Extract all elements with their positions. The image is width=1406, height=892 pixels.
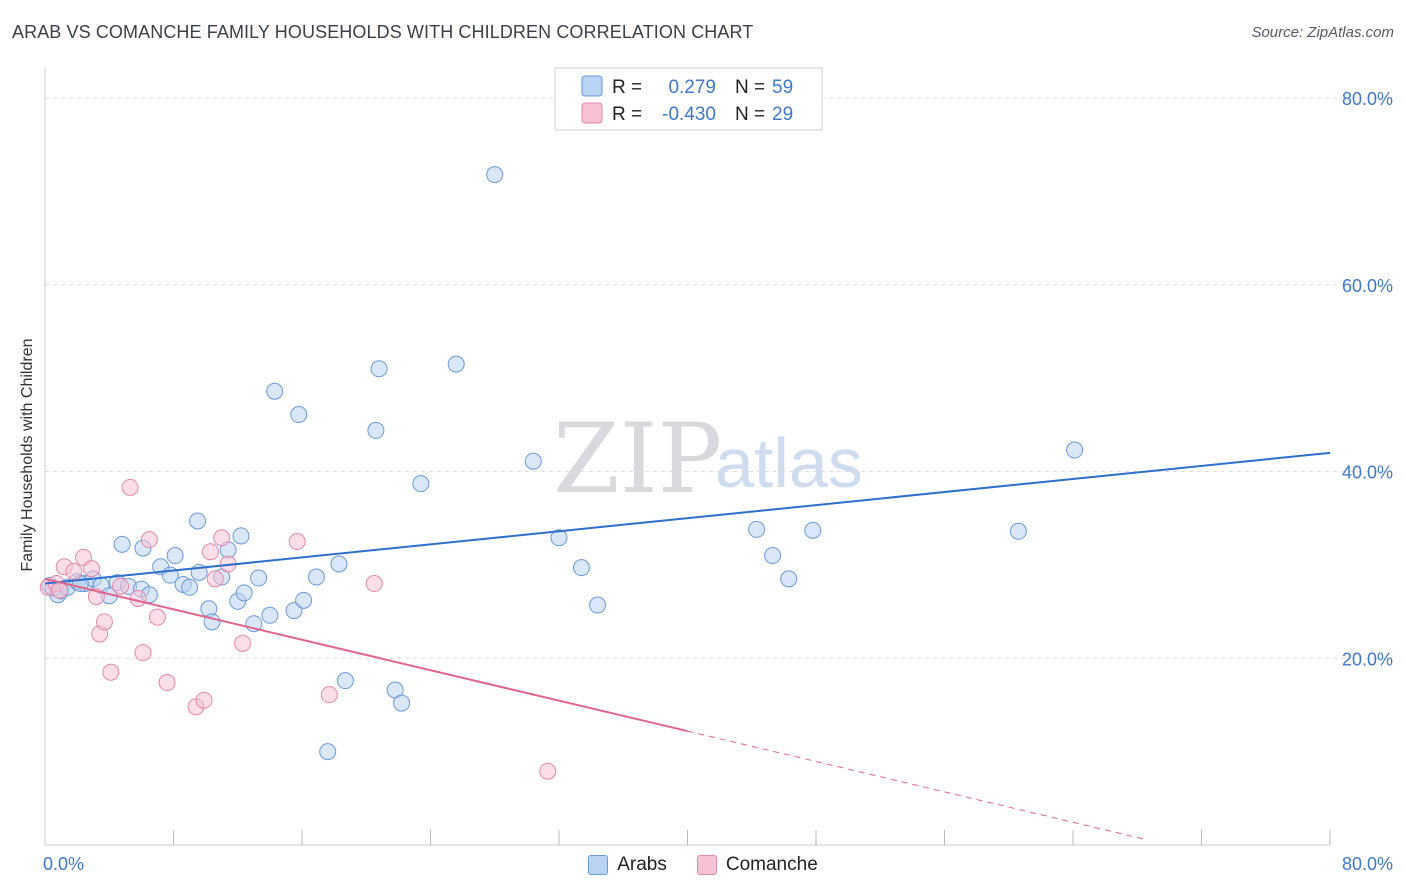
comanche-points xyxy=(39,478,557,780)
arabs-point-20 xyxy=(181,578,199,596)
arabs-point-39 xyxy=(336,672,354,690)
legend-r-value-comanche: -0.430 xyxy=(662,104,716,125)
gridlines xyxy=(45,97,1392,659)
comanche-point-19 xyxy=(201,543,219,561)
comanche-point-11 xyxy=(121,478,139,496)
comanche-point-14 xyxy=(140,531,158,549)
arabs-point-55 xyxy=(804,521,822,539)
arabs-point-33 xyxy=(307,568,325,586)
comanche-point-26 xyxy=(365,575,383,593)
arabs-point-48 xyxy=(524,452,542,470)
legend-r-label-arabs: R = xyxy=(612,77,642,98)
watermark-atlas: atlas xyxy=(715,424,863,502)
arabs-point-51 xyxy=(589,596,607,614)
arabs-point-29 xyxy=(250,569,268,587)
series-label-comanche: Comanche xyxy=(725,854,818,875)
series-legend-item-comanche[interactable]: Comanche xyxy=(696,852,818,878)
series-swatch-arabs xyxy=(588,855,609,875)
arabs-point-54 xyxy=(780,570,798,588)
comanche-point-18 xyxy=(195,691,213,709)
y-tick-label-3: 80.0% xyxy=(1342,89,1393,109)
arabs-point-46 xyxy=(447,355,465,373)
watermark: ZIP atlas xyxy=(553,403,863,515)
comanche-point-15 xyxy=(148,608,166,626)
tick-labels: 20.0% 40.0% 60.0% 80.0% 0.0% 80.0% xyxy=(43,89,1393,874)
arabs-point-56 xyxy=(1009,522,1027,540)
arabs-point-18 xyxy=(166,547,184,565)
comanche-point-21 xyxy=(213,529,231,547)
arabs-trend-line xyxy=(44,451,1331,585)
y-tick-label-1: 40.0% xyxy=(1342,463,1393,483)
arabs-point-35 xyxy=(189,512,207,530)
arabs-point-14 xyxy=(113,535,131,553)
series-label-arabs: Arabs xyxy=(617,854,667,875)
y-tick-label-2: 60.0% xyxy=(1342,276,1393,296)
comanche-point-8 xyxy=(95,613,113,631)
comanche-point-24 xyxy=(288,533,306,551)
comanche-point-27 xyxy=(539,762,557,780)
legend-n-label-comanche: N = xyxy=(735,104,765,125)
legend-n-value-arabs: 59 xyxy=(772,77,793,98)
x-tick-label-0: 0.0% xyxy=(43,854,84,874)
comanche-point-5 xyxy=(83,560,101,578)
watermark-zip: ZIP xyxy=(553,403,722,515)
comanche-point-16 xyxy=(158,674,176,692)
series-legend-item-arabs[interactable]: Arabs xyxy=(588,852,667,878)
arabs-point-34 xyxy=(330,555,348,573)
comanche-point-9 xyxy=(102,663,120,681)
comanche-point-25 xyxy=(320,686,338,704)
comanche-point-12 xyxy=(129,589,147,607)
legend-swatch-comanche xyxy=(581,102,603,124)
y-tick-label-0: 20.0% xyxy=(1342,649,1393,669)
chart-title: ARAB VS COMANCHE FAMILY HOUSEHOLDS WITH … xyxy=(12,22,754,42)
x-tick-label-1: 80.0% xyxy=(1342,854,1393,874)
arabs-point-38 xyxy=(290,406,308,424)
arabs-point-47 xyxy=(486,166,504,184)
source-credit: Source: ZipAtlas.com xyxy=(1251,24,1394,41)
trend-lines xyxy=(44,451,1331,840)
arabs-point-53 xyxy=(764,547,782,565)
legend-n-value-comanche: 29 xyxy=(772,104,793,125)
arabs-point-50 xyxy=(572,559,590,577)
comanche-point-23 xyxy=(234,634,252,652)
arabs-point-27 xyxy=(235,584,253,602)
comanche-trend-extension xyxy=(687,730,1146,840)
legend-n-label-arabs: N = xyxy=(735,77,765,98)
legend-r-value-arabs: 0.279 xyxy=(668,77,716,98)
comanche-point-13 xyxy=(134,644,152,662)
legend-swatch-arabs xyxy=(581,75,603,97)
arabs-point-42 xyxy=(370,360,388,378)
arabs-point-49 xyxy=(550,529,568,547)
arabs-point-36 xyxy=(232,527,250,545)
arabs-point-44 xyxy=(393,694,411,712)
comanche-point-10 xyxy=(111,577,129,595)
correlation-legend: R = 0.279 N = 59 R = -0.430 N = 29 xyxy=(554,67,823,131)
comanche-point-20 xyxy=(206,570,224,588)
series-legend: Arabs Comanche xyxy=(0,852,1406,878)
arabs-point-52 xyxy=(748,520,766,538)
arabs-point-41 xyxy=(367,421,385,439)
comanche-point-3 xyxy=(65,562,83,580)
axes xyxy=(44,68,1331,846)
series-swatch-comanche xyxy=(696,855,717,875)
arabs-point-45 xyxy=(412,475,430,493)
legend-r-label-comanche: R = xyxy=(612,104,642,125)
arabs-point-40 xyxy=(319,743,337,761)
arabs-point-30 xyxy=(261,606,279,624)
arabs-point-37 xyxy=(266,382,284,400)
arabs-point-32 xyxy=(295,591,313,609)
arabs-point-57 xyxy=(1066,441,1084,459)
comanche-trend-line xyxy=(44,577,688,733)
